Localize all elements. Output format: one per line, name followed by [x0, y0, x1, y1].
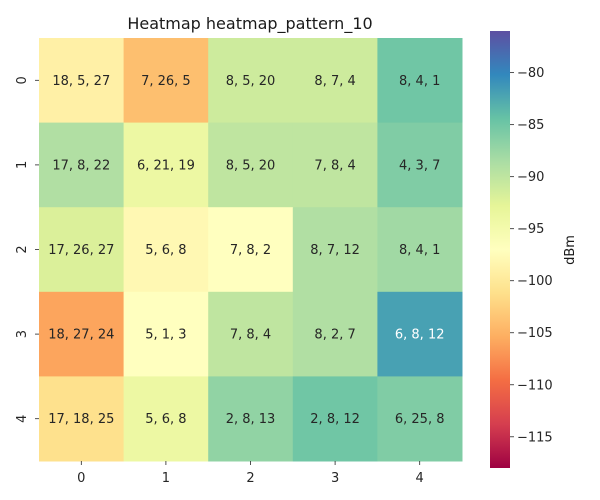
- heatmap-cell: [39, 122, 125, 208]
- x-tick-label: 4: [416, 471, 424, 486]
- heatmap-cell: [39, 207, 125, 293]
- cell-annotations: 18, 5, 27 7, 26, 5 8, 5, 20 8, 7, 4 8, 4, 1 1…: [48, 74, 444, 427]
- heatmap-cell: [123, 291, 209, 377]
- cell-annotation: 7, 8, 4: [230, 328, 271, 343]
- colorbar-label: dBm: [563, 235, 578, 265]
- heatmap-cell: [377, 376, 463, 462]
- cell-annotation: 5, 1, 3: [145, 328, 186, 343]
- cell-annotation: 17, 8, 22: [52, 158, 110, 173]
- colorbar-tick-label: −85: [517, 118, 544, 133]
- colorbar-tick-label: −80: [517, 66, 544, 81]
- heatmap-cell: [39, 38, 125, 124]
- y-tick-label: 3: [15, 330, 30, 338]
- heatmap-cell: [208, 376, 294, 462]
- cell-annotation: 6, 25, 8: [395, 412, 445, 427]
- heatmap-cell: [292, 207, 378, 293]
- heatmap-cell: [377, 122, 463, 208]
- chart-title: Heatmap heatmap_pattern_10: [127, 14, 372, 34]
- cell-annotation: 8, 7, 12: [310, 243, 360, 258]
- heatmap-cell: [208, 122, 294, 208]
- colorbar-tick-label: −105: [517, 326, 553, 341]
- colorbar-ticks: −80 −85 −90 −95 −100 −105 −110 −115: [510, 66, 553, 445]
- x-axis-ticks: 0 1 2 3 4: [77, 461, 424, 486]
- y-tick-label: 4: [15, 415, 30, 423]
- heatmap-cell: [292, 38, 378, 124]
- heatmap-cell: [292, 376, 378, 462]
- cell-annotation: 5, 6, 8: [145, 412, 186, 427]
- y-axis-ticks: 0 1 2 3 4: [15, 76, 39, 423]
- cell-annotation: 2, 8, 12: [310, 412, 360, 427]
- colorbar-tick-label: −95: [517, 222, 544, 237]
- heatmap-cell: [208, 38, 294, 124]
- heatmap-cell: [377, 291, 463, 377]
- heatmap-cell: [123, 376, 209, 462]
- heatmap-cell: [208, 291, 294, 377]
- cell-annotation: 6, 8, 12: [395, 328, 445, 343]
- heatmap-cell: [123, 122, 209, 208]
- cell-annotation: 5, 6, 8: [145, 243, 186, 258]
- cell-annotation: 4, 3, 7: [399, 158, 440, 173]
- cell-annotation: 8, 4, 1: [399, 74, 440, 89]
- heatmap-cell: [39, 291, 125, 377]
- heatmap-cell: [377, 207, 463, 293]
- colorbar-tick-label: −115: [517, 430, 553, 445]
- cell-annotation: 6, 21, 19: [137, 158, 195, 173]
- cell-annotation: 7, 8, 2: [230, 243, 271, 258]
- heatmap-cells: [39, 38, 463, 462]
- cell-annotation: 18, 27, 24: [48, 328, 114, 343]
- x-tick-label: 0: [77, 471, 85, 486]
- colorbar: [490, 31, 510, 468]
- cell-annotation: 8, 7, 4: [314, 74, 355, 89]
- y-tick-label: 2: [15, 245, 30, 253]
- heatmap-cell: [208, 207, 294, 293]
- cell-annotation: 8, 5, 20: [226, 158, 276, 173]
- cell-annotation: 2, 8, 13: [226, 412, 276, 427]
- heatmap-cell: [123, 207, 209, 293]
- y-tick-label: 1: [15, 161, 30, 169]
- heatmap-cell: [292, 291, 378, 377]
- cell-annotation: 8, 2, 7: [314, 328, 355, 343]
- colorbar-tick-label: −110: [517, 378, 553, 393]
- x-tick-label: 3: [331, 471, 339, 486]
- cell-annotation: 7, 8, 4: [314, 158, 355, 173]
- cell-annotation: 18, 5, 27: [52, 74, 110, 89]
- heatmap-cell: [377, 38, 463, 124]
- cell-annotation: 17, 18, 25: [48, 412, 114, 427]
- cell-annotation: 8, 5, 20: [226, 74, 276, 89]
- cell-annotation: 17, 26, 27: [48, 243, 114, 258]
- heatmap-cell: [123, 38, 209, 124]
- colorbar-tick-label: −100: [517, 274, 553, 289]
- cell-annotation: 8, 4, 1: [399, 243, 440, 258]
- heatmap-cell: [39, 376, 125, 462]
- y-tick-label: 0: [15, 76, 30, 84]
- cell-annotation: 7, 26, 5: [141, 74, 191, 89]
- colorbar-tick-label: −90: [517, 170, 544, 185]
- x-tick-label: 2: [246, 471, 254, 486]
- x-tick-label: 1: [162, 471, 170, 486]
- heatmap-cell: [292, 122, 378, 208]
